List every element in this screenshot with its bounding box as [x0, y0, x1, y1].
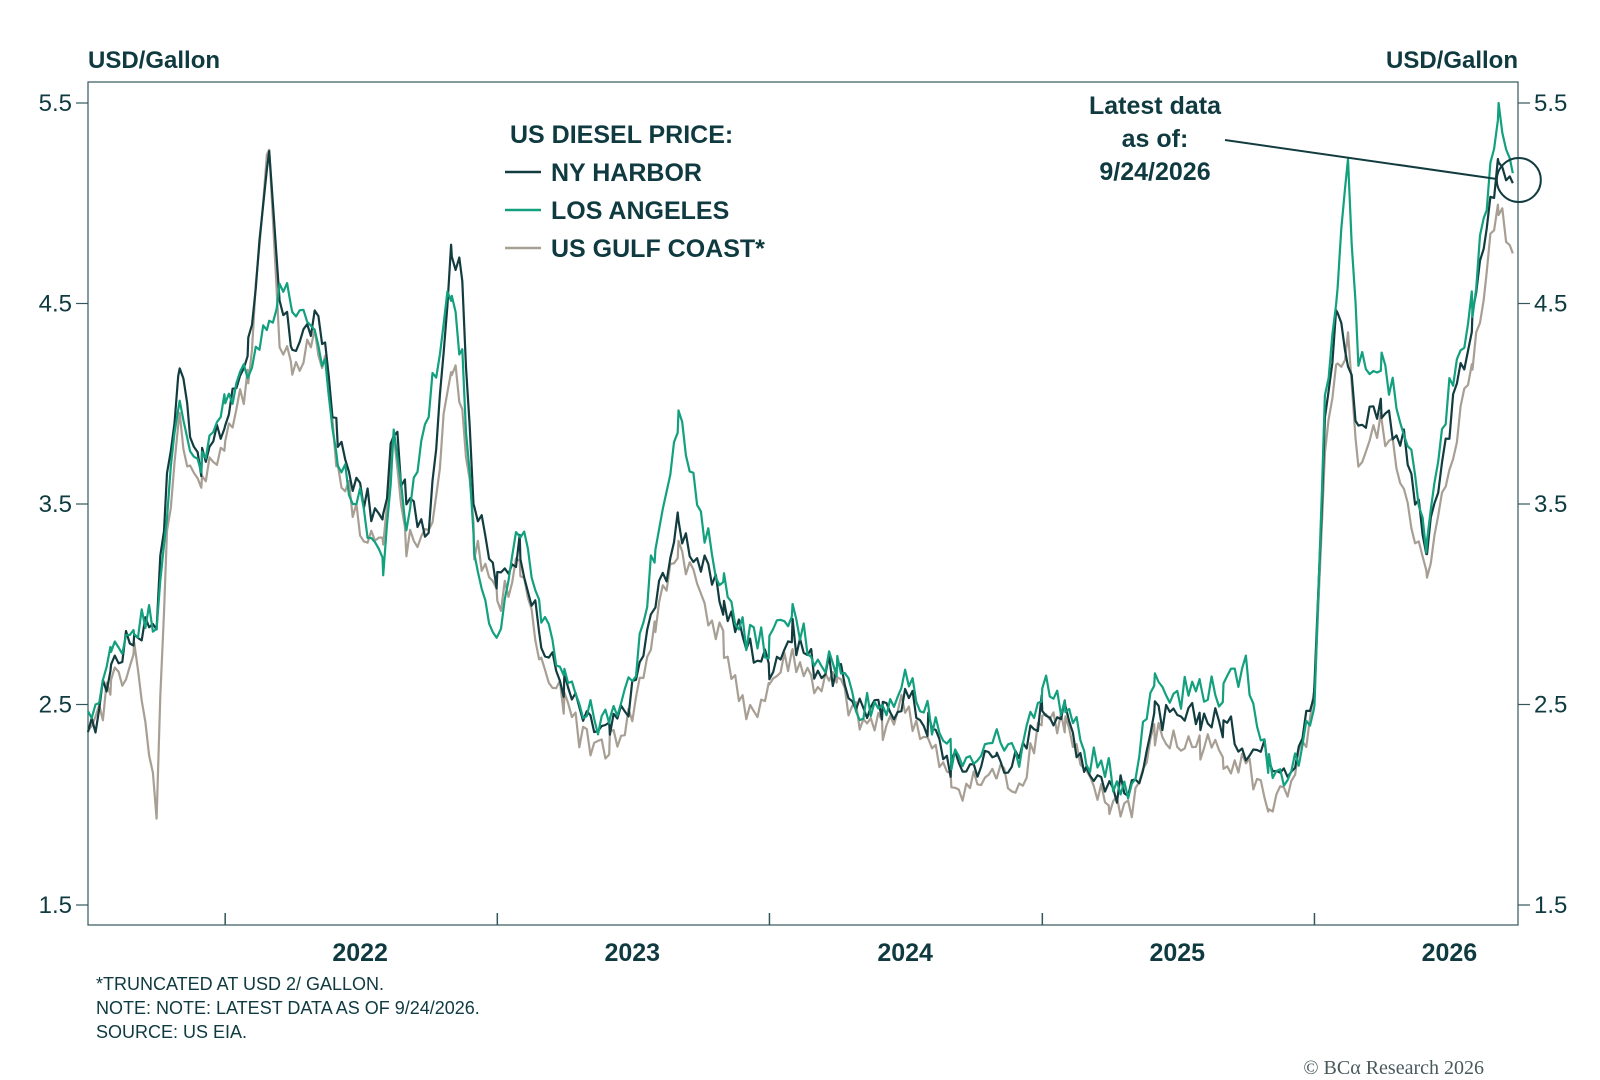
copyright-credit: © BCα Research 2026 — [1303, 1057, 1484, 1079]
legend-title: US DIESEL PRICE: — [510, 121, 733, 149]
y-tick-label-right-5.5: 5.5 — [1534, 90, 1567, 117]
latest-data-annotation: Latest data as of: 9/24/2026 — [1089, 92, 1542, 203]
y-tick-label-right-1.5: 1.5 — [1534, 892, 1567, 919]
x-year-label-2023: 2023 — [604, 939, 660, 967]
footnote-latest-data: NOTE: NOTE: LATEST DATA AS OF 9/24/2026. — [96, 998, 480, 1018]
right-axis-unit-label: USD/Gallon — [1386, 47, 1518, 74]
y-tick-label-left-4.5: 4.5 — [39, 291, 72, 318]
series-line-us-gulf-coast — [87, 148, 1514, 820]
x-year-label-2026: 2026 — [1422, 939, 1478, 967]
chart-notes: *TRUNCATED AT USD 2/ GALLON. NOTE: NOTE:… — [96, 972, 480, 1044]
x-year-label-2022: 2022 — [332, 939, 388, 967]
annotation-line-3: 9/24/2026 — [1099, 158, 1210, 186]
x-axis-ticks: 2022 2023 2024 2025 2026 — [224, 913, 1478, 967]
y-tick-label-right-3.5: 3.5 — [1534, 491, 1567, 518]
annotation-line-2: as of: — [1122, 125, 1189, 153]
legend-label-los-angeles: LOS ANGELES — [551, 197, 729, 225]
legend: US DIESEL PRICE: NY HARBOR LOS ANGELES U… — [505, 121, 765, 263]
y-tick-label-left-2.5: 2.5 — [39, 692, 72, 719]
series-line-los-angeles — [87, 101, 1514, 800]
y-axis-ticks: 1.5 1.5 2.5 2.5 3.5 3.5 4.5 4.5 5.5 5.5 — [39, 90, 1568, 919]
x-year-label-2024: 2024 — [877, 939, 933, 967]
footnote-source: SOURCE: US EIA. — [96, 1022, 248, 1042]
legend-label-us-gulf-coast: US GULF COAST* — [551, 235, 765, 263]
y-tick-label-left-5.5: 5.5 — [39, 90, 72, 117]
left-axis-unit-label: USD/Gallon — [88, 47, 220, 74]
plot-frame — [87, 81, 1519, 926]
y-tick-label-right-2.5: 2.5 — [1534, 692, 1567, 719]
y-tick-label-right-4.5: 4.5 — [1534, 291, 1567, 318]
annotation-line-1: Latest data — [1089, 92, 1222, 120]
series-layer — [86, 101, 1514, 820]
y-tick-label-left-3.5: 3.5 — [39, 491, 72, 518]
legend-label-ny-harbor: NY HARBOR — [551, 159, 702, 187]
series-line-ny-harbor — [86, 150, 1514, 804]
x-year-label-2025: 2025 — [1149, 939, 1205, 967]
annotation-circle — [1495, 157, 1542, 203]
y-tick-label-left-1.5: 1.5 — [39, 892, 72, 919]
annotation-leader-line — [1224, 139, 1497, 180]
footnote-truncated: *TRUNCATED AT USD 2/ GALLON. — [96, 974, 385, 994]
